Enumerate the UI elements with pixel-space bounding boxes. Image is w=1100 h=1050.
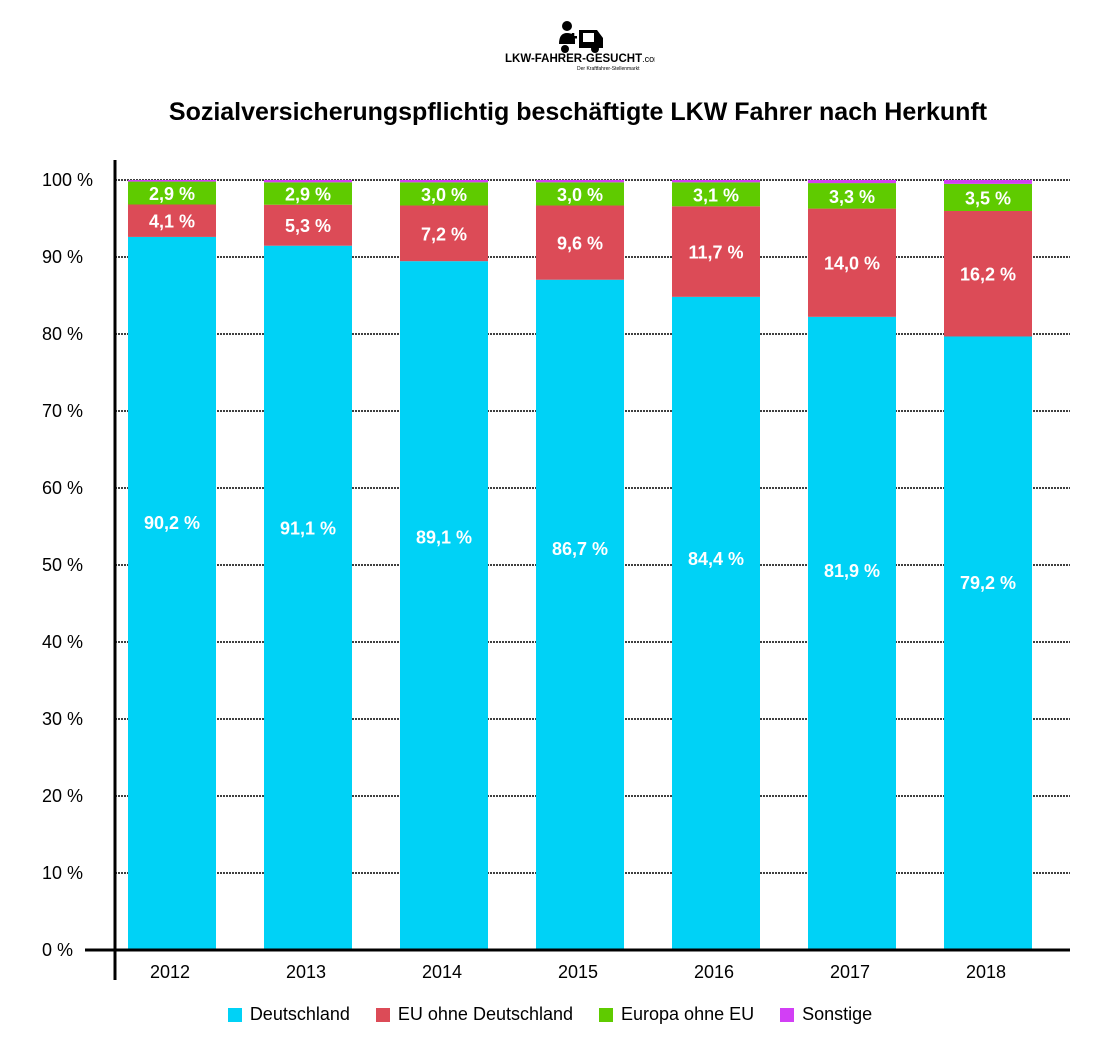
y-tick-label: 80 % bbox=[42, 324, 83, 344]
legend-label: Europa ohne EU bbox=[621, 1004, 755, 1024]
bar-segment-deutschland bbox=[944, 336, 1032, 950]
y-tick-label: 50 % bbox=[42, 555, 83, 575]
y-tick-label: 60 % bbox=[42, 478, 83, 498]
bar-segment-europa-ohne-eu bbox=[536, 182, 624, 206]
legend-item: Deutschland bbox=[227, 1004, 350, 1025]
bar-segment-deutschland bbox=[536, 279, 624, 951]
data-label: 84,4 % bbox=[688, 549, 744, 569]
x-tick-label: 2013 bbox=[286, 962, 326, 982]
data-label: 3,0 % bbox=[557, 185, 603, 205]
bar-segment-sonstige bbox=[536, 180, 624, 183]
bar-segment-deutschland bbox=[128, 236, 216, 950]
x-tick-label: 2015 bbox=[558, 962, 598, 982]
bar-segment-deutschland bbox=[400, 261, 488, 951]
data-label: 3,3 % bbox=[829, 187, 875, 207]
legend-item: Sonstige bbox=[780, 1004, 872, 1025]
legend-swatch bbox=[227, 1007, 242, 1022]
bar-segment-europa-ohne-eu bbox=[944, 183, 1032, 211]
data-label: 5,3 % bbox=[285, 216, 331, 236]
data-label: 11,7 % bbox=[688, 243, 743, 263]
data-label: 90,2 % bbox=[144, 513, 200, 533]
y-tick-label: 70 % bbox=[42, 401, 83, 421]
bar-segment-europa-ohne-eu bbox=[400, 182, 488, 206]
bar-segment-deutschland bbox=[672, 296, 760, 951]
legend-swatch bbox=[375, 1007, 390, 1022]
bar-segment-europa-ohne-eu bbox=[808, 183, 896, 209]
data-label: 86,7 % bbox=[552, 539, 608, 559]
x-tick-label: 2012 bbox=[150, 962, 190, 982]
data-label: 3,1 % bbox=[693, 185, 739, 205]
bar-segment-sonstige bbox=[264, 180, 352, 183]
data-label: 79,2 % bbox=[960, 573, 1016, 593]
bar-segment-europa-ohne-eu bbox=[672, 182, 760, 207]
bar-segment-deutschland bbox=[264, 245, 352, 951]
y-tick-label: 40 % bbox=[42, 632, 83, 652]
y-tick-label: 100 % bbox=[42, 170, 93, 190]
bar-segment-eu-ohne-deutschland bbox=[808, 208, 896, 317]
bar-segment-eu-ohne-deutschland bbox=[400, 205, 488, 262]
data-label: 3,0 % bbox=[421, 185, 467, 205]
stacked-bar-chart: 0 % 10 % 20 % 30 % 40 % 50 % 60 % 70 % 80 % 90 % 1… bbox=[42, 160, 1070, 982]
bar-segment-sonstige bbox=[400, 180, 488, 183]
bar-segment-deutschland bbox=[808, 316, 896, 950]
y-tick-label: 30 % bbox=[42, 709, 83, 729]
logo: LKW-FAHRER-GESUCHT.com Der Kraftfahrer-S… bbox=[505, 21, 655, 72]
legend-swatch bbox=[599, 1007, 614, 1022]
data-label: 14,0 % bbox=[824, 254, 880, 274]
bar-segment-eu-ohne-deutschland bbox=[944, 210, 1032, 337]
x-tick-label: 2017 bbox=[830, 962, 870, 982]
legend-item: EU ohne Deutschland bbox=[375, 1004, 574, 1025]
bar-segment-sonstige bbox=[944, 180, 1032, 184]
legend: Deutschland EU ohne Deutschland Europa ohn… bbox=[0, 1004, 1100, 1025]
x-tick-label: 2018 bbox=[966, 962, 1006, 982]
legend-label: Deutschland bbox=[249, 1004, 350, 1024]
legend-item: Europa ohne EU bbox=[599, 1004, 754, 1025]
y-tick-label: 10 % bbox=[42, 863, 83, 883]
data-label: 91,1 % bbox=[280, 518, 336, 538]
bar-segment-eu-ohne-deutschland bbox=[536, 205, 624, 280]
bar-segment-eu-ohne-deutschland bbox=[264, 204, 352, 246]
bar-segment-europa-ohne-eu bbox=[128, 181, 216, 205]
data-label: 89,1 % bbox=[416, 528, 472, 548]
data-label: 3,5 % bbox=[965, 188, 1011, 208]
bar-segment-europa-ohne-eu bbox=[264, 182, 352, 205]
bar-segment-sonstige bbox=[128, 180, 216, 182]
bar-segment-eu-ohne-deutschland bbox=[672, 206, 760, 297]
data-label: 7,2 % bbox=[421, 224, 467, 244]
svg-text:Der Kraftfahrer-Stellenmarkt: Der Kraftfahrer-Stellenmarkt bbox=[577, 66, 640, 72]
y-tick-label: 0 % bbox=[42, 940, 73, 960]
x-tick-label: 2014 bbox=[422, 962, 462, 982]
legend-label: Sonstige bbox=[802, 1004, 873, 1024]
data-label: 2,9 % bbox=[285, 185, 331, 205]
y-tick-label: 20 % bbox=[42, 786, 83, 806]
chart-title: Sozialversicherungspflichtig beschäftigt… bbox=[168, 98, 988, 126]
data-label: 4,1 % bbox=[149, 212, 195, 232]
x-tick-label: 2016 bbox=[694, 962, 734, 982]
bar-segment-eu-ohne-deutschland bbox=[128, 204, 216, 237]
data-label: 16,2 % bbox=[960, 265, 1016, 285]
logo-text: LKW-FAHRER-GESUCHT.com bbox=[505, 53, 655, 65]
data-label: 9,6 % bbox=[557, 234, 603, 254]
legend-label: EU ohne Deutschland bbox=[397, 1004, 574, 1024]
bar-segment-sonstige bbox=[808, 180, 896, 184]
data-label: 2,9 % bbox=[149, 184, 195, 204]
y-tick-label: 90 % bbox=[42, 247, 83, 267]
legend-swatch bbox=[780, 1007, 795, 1022]
data-label: 81,9 % bbox=[824, 561, 880, 581]
bar-segment-sonstige bbox=[672, 180, 760, 183]
